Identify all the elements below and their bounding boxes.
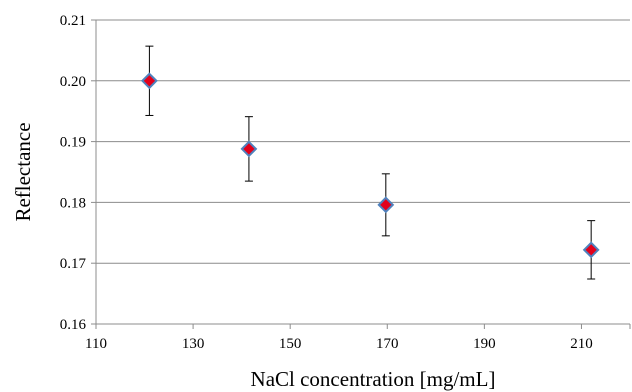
- y-axis-title: Reflectance: [11, 122, 35, 221]
- y-tick-label: 0.18: [60, 195, 86, 211]
- x-tick-label: 130: [182, 336, 205, 352]
- diamond-marker: [582, 241, 600, 259]
- grid-lines: [96, 19, 630, 264]
- x-tick-label: 210: [570, 336, 593, 352]
- data-series: [140, 45, 600, 280]
- y-tick-label: 0.20: [60, 74, 86, 90]
- y-tick-label: 0.16: [60, 317, 87, 333]
- diamond-marker: [140, 72, 158, 90]
- diamond-marker: [377, 196, 395, 214]
- data-point: [377, 173, 395, 237]
- x-tick-label: 150: [279, 336, 302, 352]
- y-tick-labels: 0.16 0.17 0.18 0.19 0.20 0.21: [60, 13, 96, 333]
- x-tick-label: 110: [85, 336, 107, 352]
- data-point: [240, 116, 258, 182]
- diamond-marker: [240, 140, 258, 158]
- data-point: [140, 45, 158, 116]
- y-tick-label: 0.17: [60, 256, 87, 272]
- axes: [95, 20, 630, 325]
- x-axis-title: NaCl concentration [mg/mL]: [251, 367, 496, 391]
- x-tick-label: 170: [376, 336, 399, 352]
- x-tick-label: 190: [473, 336, 496, 352]
- x-tick-labels: 110 130 150 170 190 210: [85, 324, 631, 352]
- y-tick-label: 0.21: [60, 13, 86, 29]
- y-tick-label: 0.19: [60, 135, 86, 151]
- data-point: [582, 220, 600, 280]
